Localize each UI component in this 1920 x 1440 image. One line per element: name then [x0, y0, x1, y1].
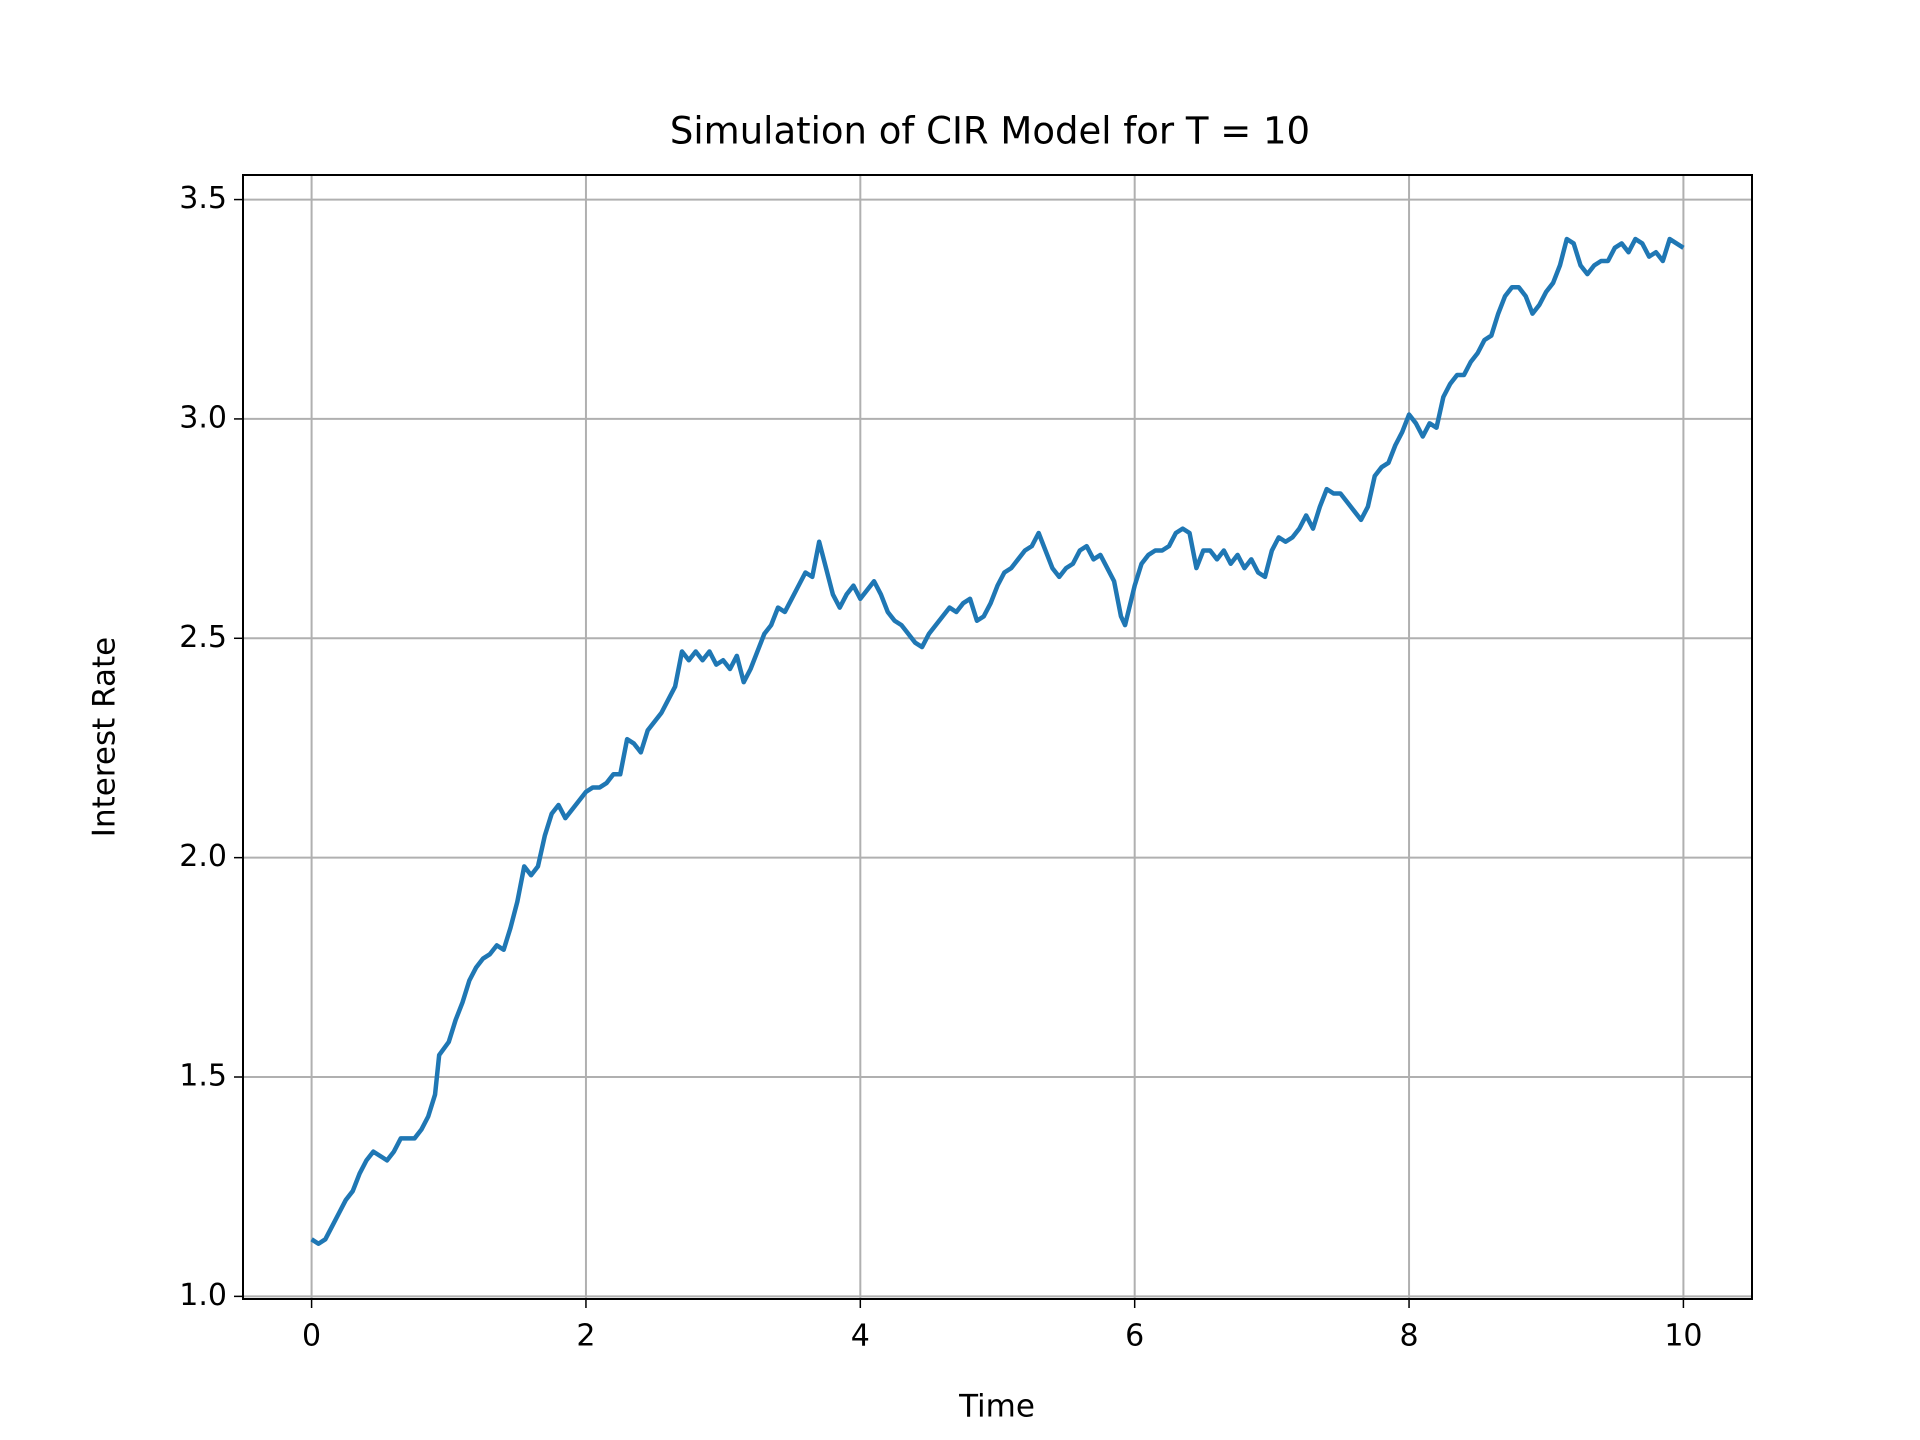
x-tick-label: 4	[851, 1319, 870, 1354]
y-tick-label: 2.5	[179, 620, 227, 655]
x-tick-label: 8	[1399, 1319, 1418, 1354]
y-tick-label: 1.5	[179, 1059, 227, 1094]
y-tick-label: 3.5	[179, 181, 227, 216]
x-tick-label: 10	[1664, 1319, 1702, 1354]
x-tick-label: 6	[1125, 1319, 1144, 1354]
x-axis-label: Time	[958, 1389, 1035, 1425]
y-axis-label: Interest Rate	[87, 637, 123, 837]
plot-frame	[242, 174, 1753, 1300]
x-tick-label: 2	[576, 1319, 595, 1354]
data-line	[310, 236, 1685, 1246]
x-tick-label: 0	[302, 1319, 321, 1354]
chart-title: Simulation of CIR Model for T = 10	[670, 110, 1310, 153]
y-tick-label: 2.0	[179, 839, 227, 874]
y-tick-label: 3.0	[179, 400, 227, 435]
y-tick-label: 1.0	[179, 1278, 227, 1313]
